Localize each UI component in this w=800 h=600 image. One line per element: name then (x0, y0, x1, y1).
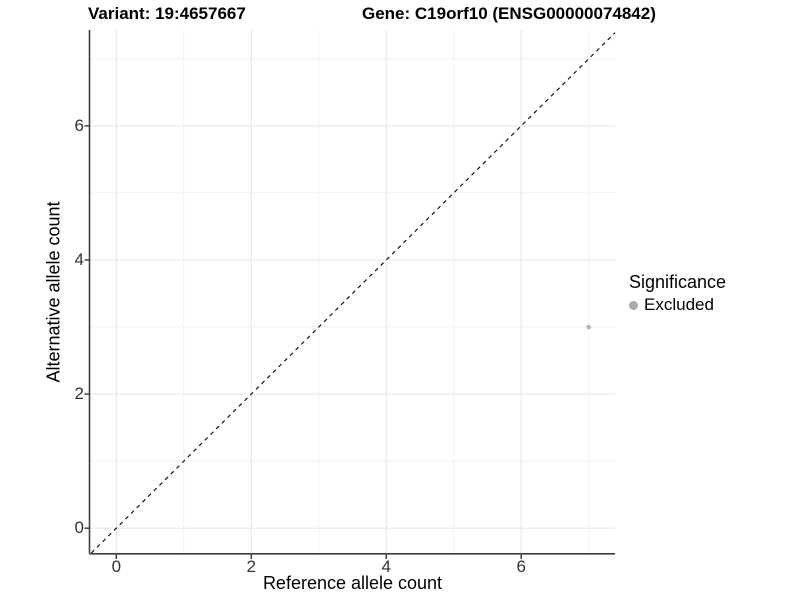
x-tick-label: 2 (246, 557, 256, 576)
figure-title-gene: Gene: C19orf10 (ENSG00000074842) (362, 4, 656, 23)
y-tick-label: 2 (74, 384, 84, 404)
x-tick-label: 4 (381, 557, 391, 576)
y-tick-label: 4 (74, 249, 84, 269)
legend-item-label: Excluded (644, 295, 714, 314)
legend: Significance Excluded (629, 271, 726, 315)
x-axis-title: Reference allele count (262, 573, 443, 593)
legend-key-dot-icon (629, 300, 638, 310)
figure-title-variant: Variant: 19:4657667 (88, 4, 246, 23)
y-axis-title: Alternative allele count (43, 201, 64, 383)
x-tick-label: 6 (516, 557, 526, 576)
x-tick-label: 0 (111, 557, 122, 576)
legend-title: Significance (629, 272, 727, 292)
legend-item: Excluded (629, 295, 726, 315)
y-tick-label: 6 (74, 115, 84, 135)
data-point (586, 324, 591, 330)
legend-items: Excluded (629, 295, 726, 315)
identity-line (90, 32, 616, 554)
y-tick-label: 0 (74, 518, 84, 538)
